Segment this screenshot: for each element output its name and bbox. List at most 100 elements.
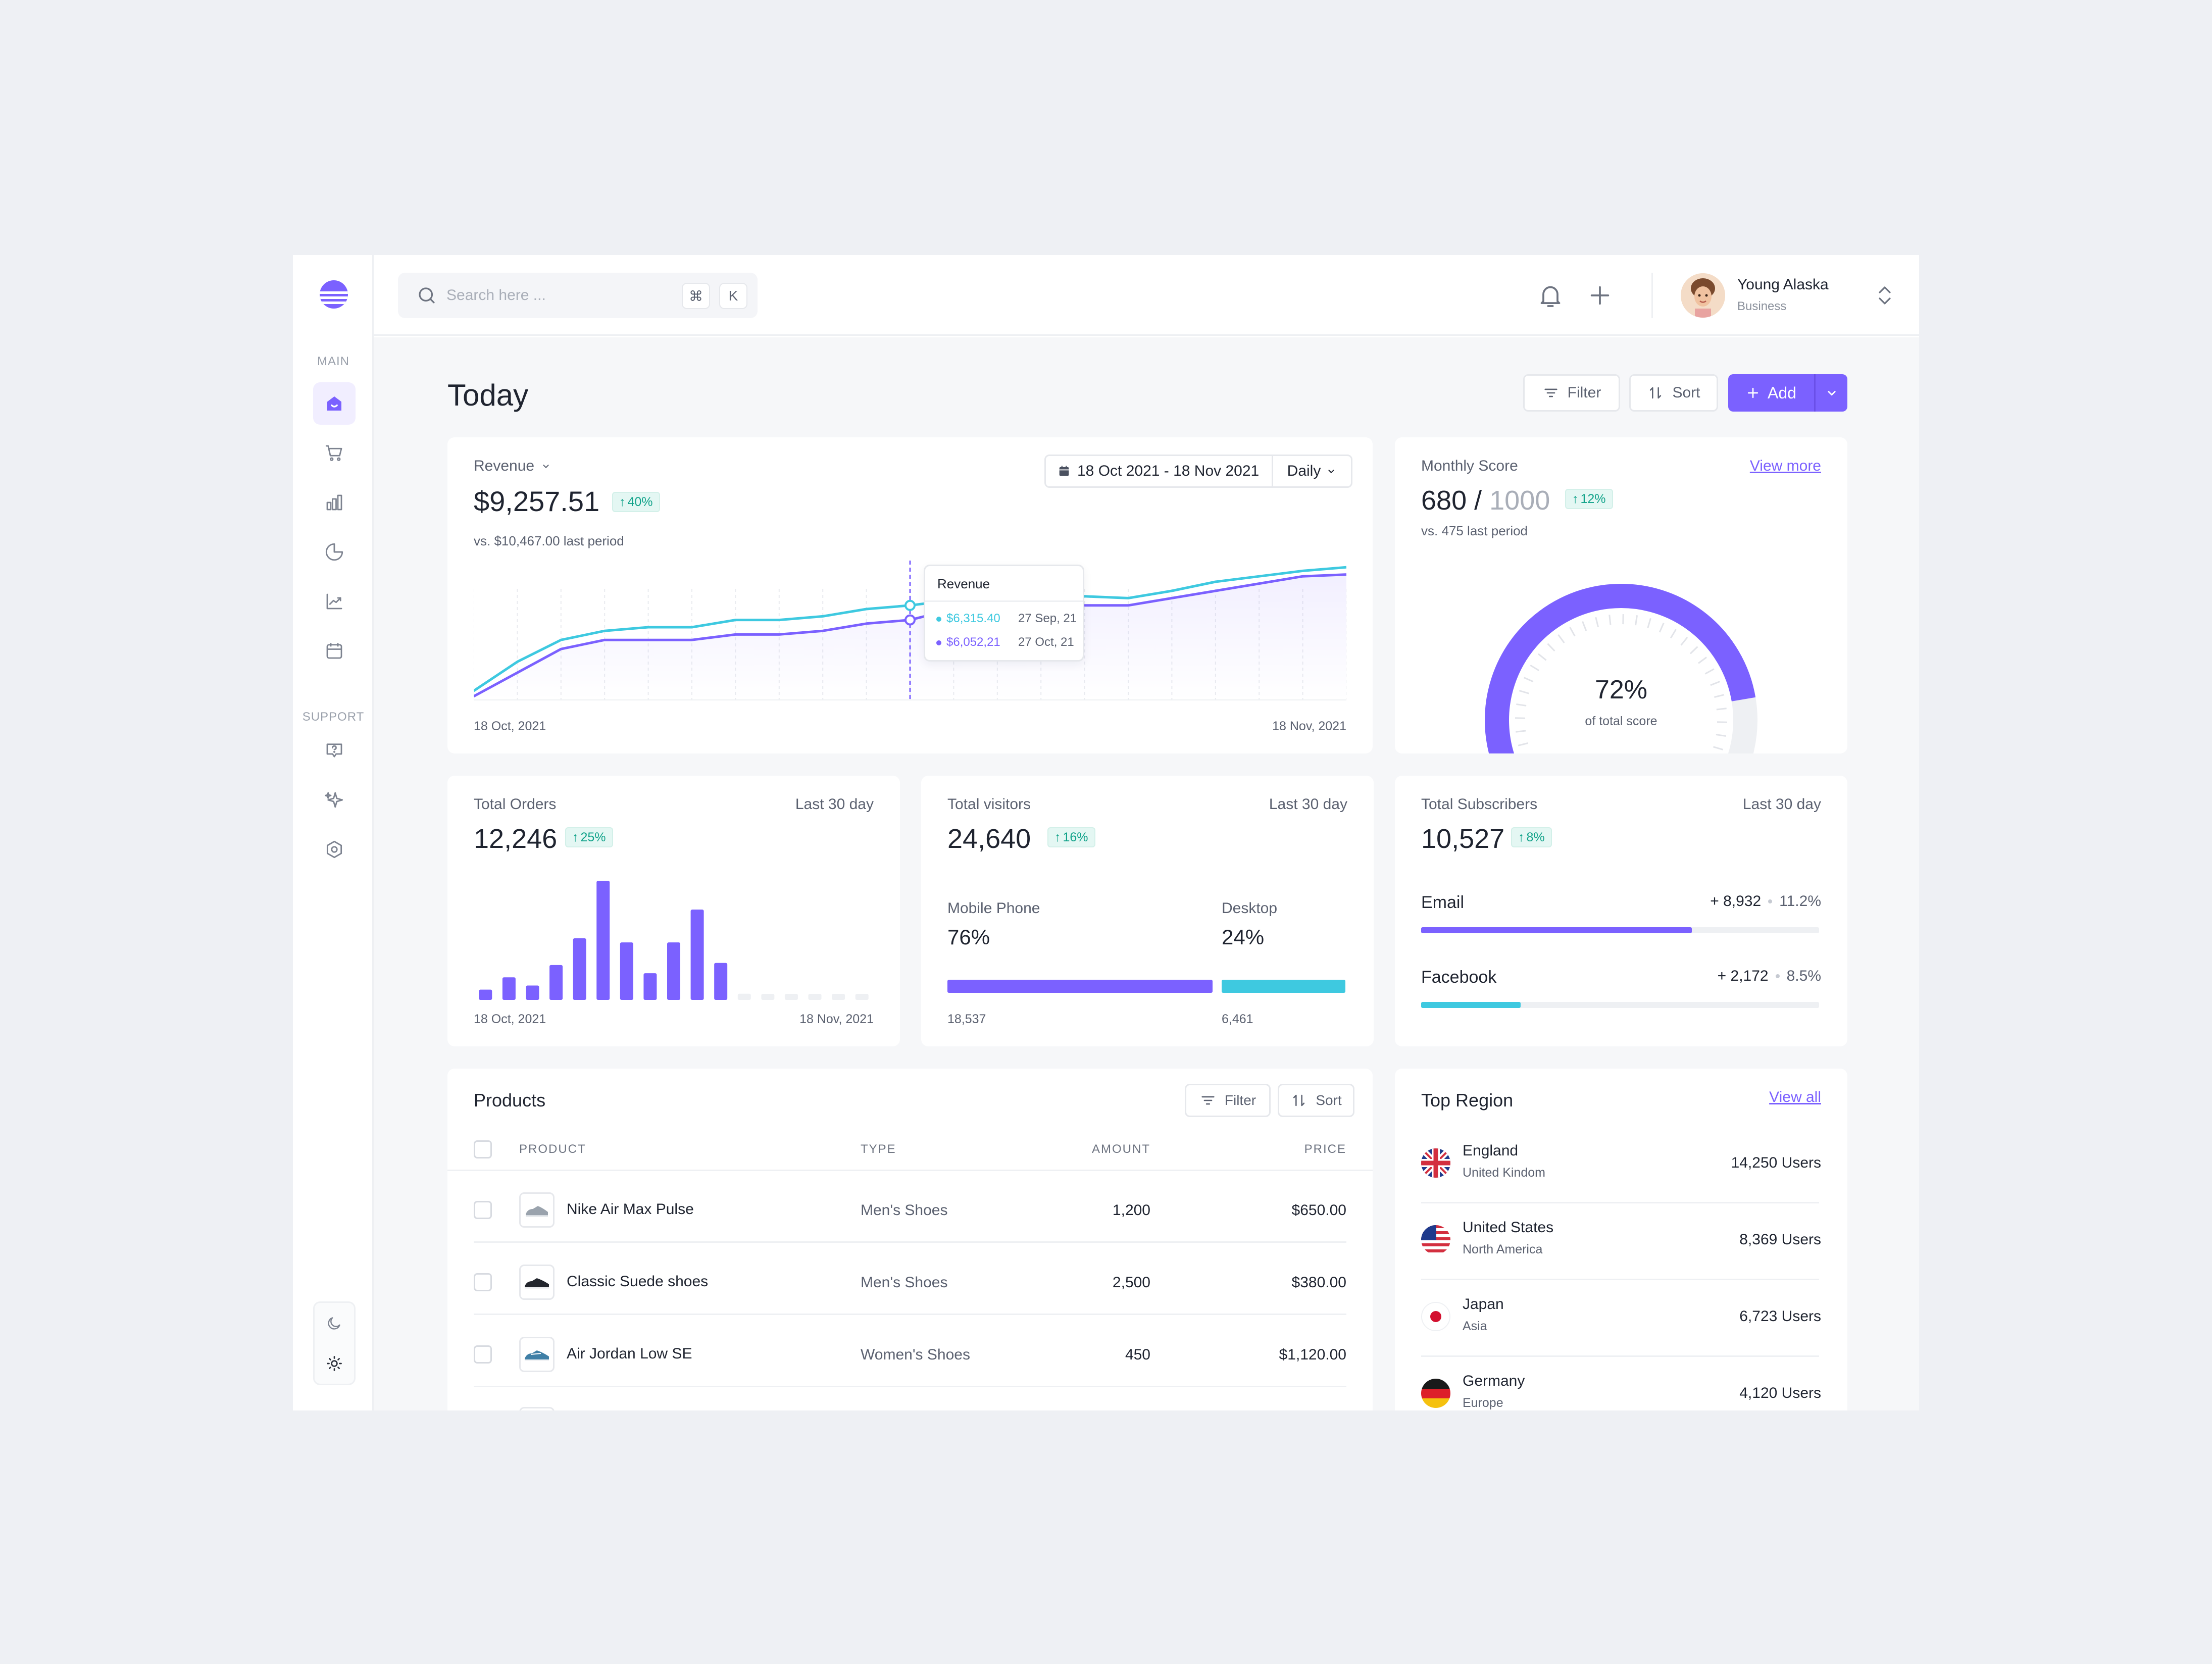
- sidebar: MAIN SUPPORT: [293, 255, 374, 1410]
- chevron-up-down-icon[interactable]: [1875, 284, 1895, 307]
- email-label: Email: [1421, 893, 1465, 912]
- app-logo[interactable]: [320, 280, 348, 309]
- tooltip-value-a: $6,315.40: [946, 612, 1000, 625]
- product-thumbnail: [519, 1265, 555, 1300]
- gauge-tick: [1595, 617, 1599, 627]
- facebook-percent: 8.5%: [1786, 968, 1821, 984]
- sidebar-item-orders[interactable]: [313, 432, 356, 474]
- sidebar-item-calendar[interactable]: [313, 630, 356, 672]
- header-amount: AMOUNT: [1092, 1142, 1150, 1156]
- row-checkbox[interactable]: [474, 1345, 492, 1364]
- filter-button[interactable]: Filter: [1523, 374, 1620, 412]
- row-checkbox[interactable]: [474, 1201, 492, 1219]
- add-dropdown-button[interactable]: [1816, 374, 1847, 412]
- gauge-tick: [1519, 690, 1529, 694]
- gauge-tick: [1680, 637, 1688, 646]
- search-input[interactable]: [446, 283, 659, 308]
- product-amount: 2,500: [1112, 1274, 1150, 1291]
- sidebar-item-features[interactable]: [313, 779, 356, 821]
- products-sort-button[interactable]: Sort: [1278, 1084, 1354, 1117]
- us-flag-icon: [1421, 1225, 1450, 1254]
- orders-bar: [502, 977, 516, 1000]
- score-value: 680: [1421, 485, 1467, 516]
- orders-bar: [737, 993, 751, 1000]
- product-name: Air Jordan Low SE: [567, 1345, 692, 1362]
- score-label: Monthly Score: [1421, 458, 1518, 474]
- region-area: Asia: [1463, 1319, 1487, 1333]
- sidebar-item-home[interactable]: [313, 382, 356, 425]
- dashboard-window: MAIN SUPPORT: [293, 255, 1919, 1410]
- sidebar-item-trends[interactable]: [313, 580, 356, 623]
- search-icon: [419, 287, 435, 304]
- granularity-select[interactable]: Daily: [1273, 456, 1351, 486]
- gauge-tick: [1518, 742, 1528, 746]
- add-button[interactable]: Add: [1728, 374, 1814, 412]
- sidebar-item-analytics[interactable]: [313, 481, 356, 524]
- revenue-x-start: 18 Oct, 2021: [474, 719, 546, 733]
- email-progress-track: [1421, 927, 1819, 933]
- desktop-bar: [1222, 980, 1345, 993]
- search-box: ⌘ K: [398, 273, 758, 318]
- germany-flag-icon: [1421, 1379, 1450, 1408]
- facebook-progress-track: [1421, 1002, 1819, 1008]
- tooltip-date-b: 27 Oct, 21: [1018, 635, 1074, 649]
- select-all-checkbox[interactable]: [474, 1140, 492, 1158]
- sidebar-item-help[interactable]: [313, 729, 356, 772]
- facebook-stats: + 2,172 8.5%: [1718, 968, 1821, 985]
- orders-value: 12,246: [474, 824, 558, 854]
- gauge-tick: [1716, 734, 1726, 737]
- revenue-badge: ↑ 40%: [612, 492, 660, 512]
- sidebar-support-label: SUPPORT: [302, 710, 365, 724]
- orders-bar: [526, 985, 539, 1000]
- region-title: Top Region: [1421, 1090, 1514, 1111]
- view-more-link[interactable]: View more: [1749, 458, 1821, 474]
- product-price: $650.00: [1291, 1202, 1346, 1219]
- revenue-dropdown[interactable]: Revenue: [474, 458, 551, 475]
- filter-icon: [1201, 1096, 1215, 1105]
- gauge-tick: [1569, 627, 1576, 637]
- tooltip-title: Revenue: [937, 576, 990, 591]
- gauge-tick: [1689, 646, 1698, 654]
- top-divider: [1651, 273, 1653, 318]
- products-filter-button[interactable]: Filter: [1185, 1084, 1271, 1117]
- calendar-icon: [326, 643, 342, 659]
- subscribers-period: Last 30 day: [1742, 796, 1821, 813]
- orders-bar: [620, 942, 633, 1000]
- orders-bar: [761, 994, 775, 1000]
- plus-icon[interactable]: [1586, 281, 1614, 310]
- subscribers-card: Total Subscribers Last 30 day 10,527 ↑ 8%…: [1395, 776, 1847, 1046]
- visitors-label: Total visitors: [947, 796, 1031, 813]
- hover-point-1: [904, 614, 916, 626]
- orders-bar: [784, 994, 798, 1000]
- sidebar-item-settings[interactable]: [313, 828, 356, 871]
- facebook-label: Facebook: [1421, 968, 1497, 987]
- sidebar-main-label: MAIN: [317, 355, 349, 368]
- theme-toggle: [313, 1301, 356, 1385]
- score-compare: vs. 475 last period: [1421, 523, 1528, 538]
- orders-bar: [855, 994, 869, 1000]
- gauge-tick: [1670, 629, 1677, 639]
- pie-chart-icon: [325, 543, 343, 561]
- date-range-label: 18 Oct 2021 - 18 Nov 2021: [1077, 463, 1260, 479]
- subscribers-label: Total Subscribers: [1421, 796, 1538, 813]
- home-icon: [327, 396, 341, 411]
- dark-mode-button[interactable]: [315, 1303, 354, 1343]
- gauge-tick: [1698, 657, 1707, 664]
- sort-button[interactable]: Sort: [1629, 374, 1718, 412]
- visitors-badge: ↑ 16%: [1047, 827, 1095, 847]
- notification-bell-icon[interactable]: [1536, 281, 1565, 310]
- filter-label: Filter: [1567, 384, 1601, 401]
- email-progress-fill: [1421, 927, 1692, 933]
- product-amount: 450: [1125, 1346, 1150, 1363]
- visitors-period: Last 30 day: [1269, 796, 1347, 813]
- light-mode-button[interactable]: [315, 1343, 354, 1384]
- region-users: 14,250 Users: [1731, 1154, 1821, 1171]
- gauge-tick: [1647, 618, 1651, 628]
- row-checkbox[interactable]: [474, 1273, 492, 1291]
- sidebar-item-reports[interactable]: [313, 531, 356, 573]
- product-name: Classic Suede shoes: [567, 1273, 709, 1290]
- gauge-tick: [1608, 615, 1612, 625]
- date-range-button[interactable]: 18 Oct 2021 - 18 Nov 2021: [1046, 456, 1273, 486]
- avatar[interactable]: [1681, 273, 1725, 318]
- view-all-link[interactable]: View all: [1769, 1089, 1821, 1105]
